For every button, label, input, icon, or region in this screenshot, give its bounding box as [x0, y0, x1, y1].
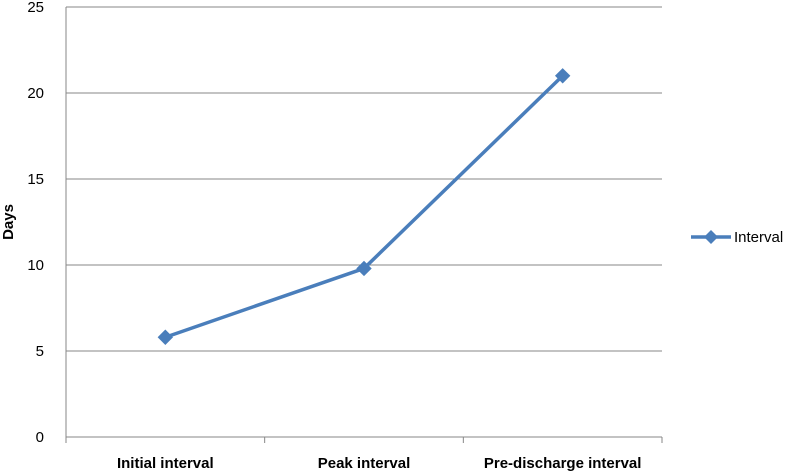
y-axis-title: Days	[0, 204, 17, 240]
data-point-diamond	[356, 260, 372, 277]
series-line	[164, 74, 564, 339]
y-tick-label: 5	[36, 343, 44, 360]
gridlines	[66, 6, 662, 352]
x-category-label: Pre-discharge interval	[484, 455, 642, 472]
x-category-label: Initial interval	[117, 455, 214, 472]
y-tick-label: 20	[27, 85, 44, 102]
series-layer	[157, 68, 571, 345]
y-tick-label: 25	[27, 0, 44, 16]
legend-label: Interval	[734, 229, 783, 246]
legend: Interval	[691, 229, 783, 246]
data-point-diamond	[157, 329, 174, 345]
legend-diamond-marker	[704, 230, 718, 244]
y-tick-label: 10	[27, 257, 44, 274]
x-axis-ticks: Initial interval Peak interval Pre-dischar…	[65, 437, 663, 472]
data-point-diamond	[554, 68, 571, 84]
y-tick-label: 0	[36, 429, 44, 446]
y-tick-label: 15	[27, 171, 44, 188]
x-category-label: Peak interval	[318, 455, 411, 472]
y-axis-ticks: 0 5 10 15 20 25	[27, 0, 44, 446]
